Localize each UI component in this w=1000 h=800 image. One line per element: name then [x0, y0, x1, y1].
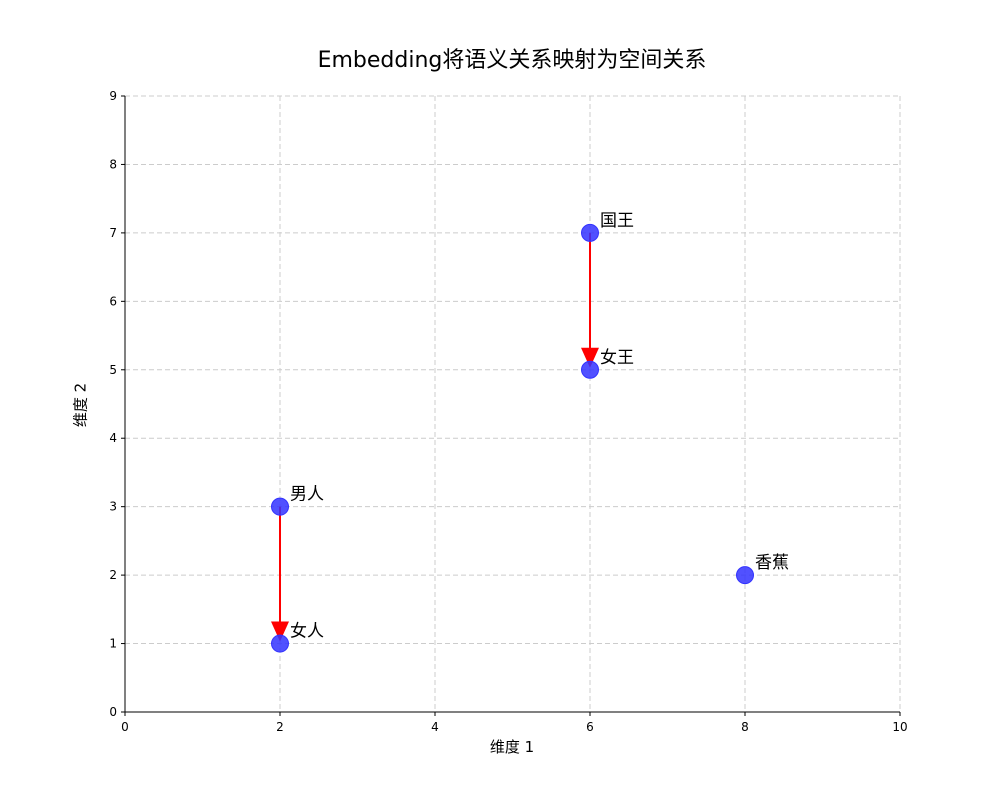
- point-label: 香蕉: [755, 553, 789, 573]
- chart-title: Embedding将语义关系映射为空间关系: [317, 48, 707, 73]
- point-label: 女人: [290, 622, 324, 642]
- point-label: 男人: [290, 485, 324, 505]
- y-tick-label: 8: [109, 157, 117, 171]
- y-tick-label: 4: [109, 431, 117, 445]
- y-tick-label: 7: [109, 226, 117, 240]
- x-tick-label: 2: [276, 720, 284, 734]
- x-tick-label: 8: [741, 720, 749, 734]
- x-tick-label: 0: [121, 720, 129, 734]
- x-tick-label: 10: [892, 720, 907, 734]
- data-point: [271, 634, 289, 653]
- x-tick-label: 6: [586, 720, 594, 734]
- point-label: 女王: [600, 348, 634, 368]
- y-tick-label: 2: [109, 568, 117, 582]
- grid-lines: [125, 95, 901, 712]
- point-label: 国王: [600, 211, 634, 231]
- x-axis-label: 维度 1: [489, 738, 535, 756]
- y-tick-label: 5: [109, 363, 117, 377]
- arrow-head-icon: [271, 621, 289, 642]
- arrows: [271, 232, 599, 642]
- data-point: [581, 360, 599, 379]
- data-point: [581, 223, 599, 242]
- y-tick-label: 3: [109, 500, 117, 514]
- x-tick-label: 4: [431, 720, 439, 734]
- arrow-head-icon: [581, 347, 599, 368]
- data-points: [271, 223, 754, 653]
- data-point: [736, 566, 754, 585]
- axes: 0 2 4 6 8 10 0 1 2 3 4 5 6 7 8 9: [109, 89, 907, 734]
- y-tick-label: 6: [109, 294, 117, 308]
- y-tick-label: 0: [109, 705, 117, 719]
- y-tick-label: 9: [109, 89, 117, 103]
- data-point: [271, 497, 289, 516]
- y-tick-label: 1: [109, 637, 117, 651]
